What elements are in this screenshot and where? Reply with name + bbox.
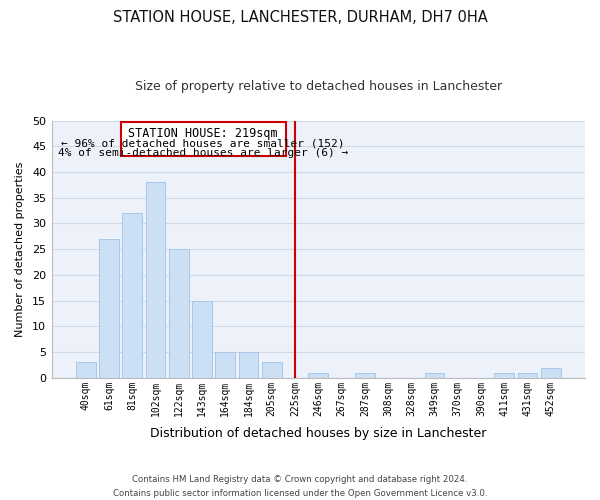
Bar bbox=[308, 372, 328, 378]
Bar bbox=[169, 249, 188, 378]
Text: STATION HOUSE, LANCHESTER, DURHAM, DH7 0HA: STATION HOUSE, LANCHESTER, DURHAM, DH7 0… bbox=[113, 10, 487, 25]
Bar bbox=[518, 372, 538, 378]
Bar bbox=[122, 213, 142, 378]
Bar bbox=[494, 372, 514, 378]
Text: 4% of semi-detached houses are larger (6) →: 4% of semi-detached houses are larger (6… bbox=[58, 148, 349, 158]
Bar bbox=[99, 239, 119, 378]
Bar bbox=[76, 362, 95, 378]
Bar bbox=[355, 372, 375, 378]
Bar bbox=[262, 362, 281, 378]
Text: ← 96% of detached houses are smaller (152): ← 96% of detached houses are smaller (15… bbox=[61, 138, 345, 148]
Title: Size of property relative to detached houses in Lanchester: Size of property relative to detached ho… bbox=[135, 80, 502, 93]
Text: Contains HM Land Registry data © Crown copyright and database right 2024.
Contai: Contains HM Land Registry data © Crown c… bbox=[113, 476, 487, 498]
FancyBboxPatch shape bbox=[121, 122, 286, 156]
Bar bbox=[541, 368, 561, 378]
Bar bbox=[146, 182, 166, 378]
Text: STATION HOUSE: 219sqm: STATION HOUSE: 219sqm bbox=[128, 127, 278, 140]
Bar bbox=[239, 352, 259, 378]
Bar bbox=[425, 372, 445, 378]
Y-axis label: Number of detached properties: Number of detached properties bbox=[15, 162, 25, 337]
Bar bbox=[192, 300, 212, 378]
Bar bbox=[215, 352, 235, 378]
X-axis label: Distribution of detached houses by size in Lanchester: Distribution of detached houses by size … bbox=[150, 427, 487, 440]
